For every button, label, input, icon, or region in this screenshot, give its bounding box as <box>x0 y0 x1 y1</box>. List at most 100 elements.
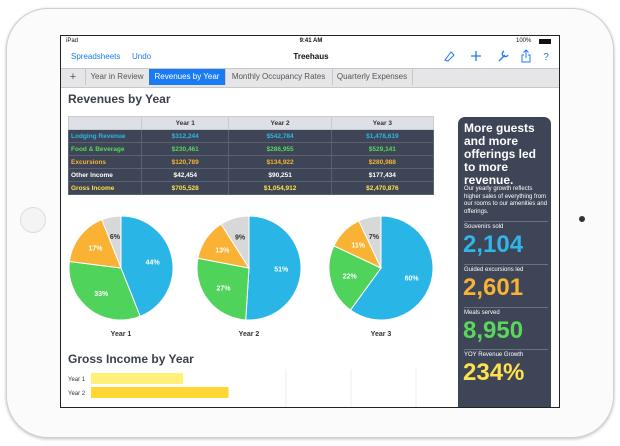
bar-label: Year 1 <box>68 377 86 383</box>
add-icon[interactable] <box>471 51 481 61</box>
pie-title: Year 3 <box>371 331 392 338</box>
sidebar-divider <box>464 307 548 308</box>
home-button[interactable] <box>20 207 46 233</box>
pie-charts: 44% 33% 17% 6% Year 1 51% 27% 13% 9% Year 2 60% 22%… <box>68 215 434 338</box>
wedge-label: 11% <box>351 243 365 250</box>
revenue-table: Year 1 Year 2 Year 3 Lodging Revenue $312,24… <box>68 116 435 195</box>
bar <box>91 373 183 384</box>
chart-title: Gross Income by Year <box>68 352 194 366</box>
table-cell: $312,244 <box>140 129 230 143</box>
header-cell: Year 3 <box>330 116 435 130</box>
table-cell: $177,434 <box>330 168 435 182</box>
row-label: Gross Income <box>68 181 142 195</box>
header-cell: Year 2 <box>228 116 332 130</box>
pie-wedge <box>120 215 174 317</box>
table-cell: $1,478,619 <box>330 129 435 143</box>
table-cell: $286,955 <box>228 142 332 156</box>
battery-icon <box>539 39 551 44</box>
sheet-title: Revenues by Year <box>68 92 171 106</box>
table-cell: $42,454 <box>140 168 230 182</box>
table-cell: $1,054,912 <box>228 181 332 195</box>
pie-wedge <box>358 215 382 269</box>
pie-wedge <box>220 215 250 270</box>
sidebar-headline: More guests and more offerings led to mo… <box>464 121 537 187</box>
battery: 100% <box>516 38 532 44</box>
sidebar-divider <box>464 349 548 350</box>
table-cell: $134,922 <box>228 155 332 169</box>
stat-value: 2,601 <box>463 274 524 301</box>
stat-label: Meals served <box>464 310 500 316</box>
row-label: Lodging Revenue <box>68 129 142 143</box>
table-cell: $529,141 <box>330 142 435 156</box>
stat-label: Souvenirs sold <box>464 224 504 230</box>
sheet-tab[interactable]: Monthly Occupancy Rates <box>225 69 333 85</box>
sheet-tab[interactable]: Revenues by Year <box>149 69 226 85</box>
stat-label: Guided excursions led <box>464 267 524 273</box>
stat-label: YOY Revenue Growth <box>464 352 524 358</box>
share-icon[interactable] <box>521 49 531 63</box>
format-icon[interactable] <box>444 51 455 62</box>
header-cell: Year 1 <box>140 116 230 130</box>
table-row: Gross Income $705,528 $1,054,912 $2,470,876 <box>68 181 435 195</box>
pie-wedge <box>68 219 122 269</box>
wedge-label: 7% <box>369 234 380 241</box>
sheet-tab[interactable]: Year in Review <box>85 69 150 85</box>
header-row: Year 1 Year 2 Year 3 <box>68 116 435 130</box>
pie-wedge <box>68 260 141 321</box>
screen: iPad 9:41 AM 100% Spreadsheets Undo Tree… <box>60 35 560 408</box>
pie-wedge <box>349 215 434 321</box>
undo-button[interactable]: Undo <box>132 52 152 61</box>
stat-value: 234% <box>463 359 525 386</box>
row-label: Excursions <box>68 155 142 169</box>
row-label: Other Income <box>68 168 142 182</box>
wedge-label: 22% <box>343 274 358 281</box>
wedge-label: 13% <box>215 247 230 254</box>
table-row: Food & Beverage $230,461 $286,955 $529,141 <box>68 142 435 156</box>
table-cell: $2,470,876 <box>330 181 435 195</box>
toolbar-icons: ? <box>444 49 549 63</box>
pie-wedge <box>245 215 302 321</box>
bar <box>91 387 229 398</box>
wedge-label: 33% <box>94 291 109 298</box>
wedge-label: 44% <box>146 259 161 266</box>
pie-wedge <box>196 257 250 321</box>
pie-wedge <box>101 215 122 269</box>
tools-icon[interactable] <box>498 50 509 62</box>
clock: 9:41 AM <box>299 38 323 44</box>
table-cell: $90,251 <box>228 168 332 182</box>
row-label: Food & Beverage <box>68 142 142 156</box>
gross-income-chart: Year 1 Year 2 <box>68 369 417 407</box>
header-cell <box>68 116 142 130</box>
sidebar-divider <box>464 221 548 222</box>
table-row: Excursions $120,789 $134,922 $280,988 <box>68 155 435 169</box>
add-sheet-tab[interactable]: + <box>61 69 86 85</box>
wedge-label: 17% <box>89 246 104 253</box>
table-cell: $705,528 <box>140 181 230 195</box>
table-row: Other Income $42,454 $90,251 $177,434 <box>68 168 435 182</box>
carrier: iPad <box>66 38 79 44</box>
sidebar <box>458 117 551 407</box>
bar-label: Year 2 <box>68 391 86 397</box>
camera <box>579 216 585 222</box>
stat-value: 2,104 <box>463 231 524 258</box>
wedge-label: 27% <box>217 285 232 292</box>
wedge-label: 60% <box>405 275 420 282</box>
wedge-label: 6% <box>110 234 121 241</box>
table-cell: $230,461 <box>140 142 230 156</box>
pie-title: Year 1 <box>111 331 132 338</box>
pie-title: Year 2 <box>239 331 260 338</box>
wedge-label: 51% <box>274 267 289 274</box>
sidebar-divider <box>464 264 548 265</box>
stat-value: 8,950 <box>463 317 524 344</box>
sheet-tab[interactable]: Quarterly Expenses <box>332 69 413 85</box>
table-cell: $280,988 <box>330 155 435 169</box>
back-button[interactable]: Spreadsheets <box>71 52 121 61</box>
document-title: Treehaus <box>293 52 329 61</box>
sidebar-body: Our yearly growth reflects higher sales … <box>464 186 548 215</box>
help-icon[interactable]: ? <box>543 52 549 63</box>
table-row: Lodging Revenue $312,244 $542,784 $1,478,61… <box>68 129 435 143</box>
table-cell: $120,789 <box>140 155 230 169</box>
wedge-label: 9% <box>235 235 246 242</box>
table-cell: $542,784 <box>228 129 332 143</box>
